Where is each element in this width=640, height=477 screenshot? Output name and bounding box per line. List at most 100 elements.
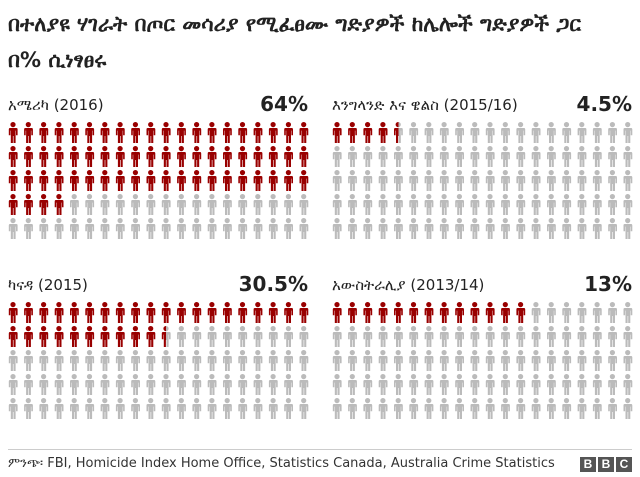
person-icon (253, 350, 263, 371)
person-icon-highlighted (378, 122, 388, 143)
person-icon (192, 326, 202, 347)
person-icon (623, 374, 633, 395)
person-icon-highlighted (54, 194, 64, 215)
person-icon (177, 326, 186, 347)
person-icon (131, 350, 140, 371)
person-icon (470, 350, 480, 371)
person-icon (284, 326, 293, 347)
person-icon (577, 218, 587, 239)
person-icon (100, 218, 110, 239)
person-icon (253, 194, 263, 215)
person-icon (207, 194, 217, 215)
pictogram-svg (8, 122, 309, 239)
person-icon (161, 374, 171, 395)
person-icon-highlighted (177, 170, 186, 191)
person-icon-highlighted (8, 326, 18, 347)
person-icon (516, 398, 526, 419)
pictogram-svg (8, 302, 309, 419)
person-icon-highlighted (8, 170, 18, 191)
person-icon (531, 398, 541, 419)
person-icon (577, 194, 587, 215)
person-icon-highlighted (192, 146, 202, 167)
person-icon (394, 194, 403, 215)
person-icon-highlighted (394, 122, 403, 143)
person-icon (39, 398, 49, 419)
person-icon (253, 218, 263, 239)
person-icon (455, 398, 464, 419)
person-icon-highlighted (299, 302, 309, 323)
logo-letter: B (580, 457, 596, 472)
person-icon (378, 374, 388, 395)
person-icon (100, 374, 110, 395)
person-icon (85, 374, 95, 395)
person-icon (516, 374, 526, 395)
person-icon (577, 398, 587, 419)
person-icon-highlighted (363, 122, 373, 143)
person-icon (455, 146, 464, 167)
person-icon (161, 398, 171, 419)
person-icon (516, 122, 526, 143)
person-icon-highlighted (85, 122, 95, 143)
person-icon (332, 374, 342, 395)
person-icon (177, 194, 186, 215)
person-icon (299, 326, 309, 347)
panel-label: ካናዳ (2015) (8, 276, 88, 294)
person-icon (238, 398, 248, 419)
person-icon (531, 194, 541, 215)
person-icon-highlighted (39, 194, 49, 215)
person-icon (562, 194, 572, 215)
person-icon (332, 194, 342, 215)
person-icon (378, 326, 388, 347)
person-icon-highlighted (24, 326, 33, 347)
person-icon (8, 350, 18, 371)
person-icon-highlighted (39, 170, 49, 191)
chart-title: በተለያዩ ሃገራት በጦር መሳሪያ የሚፈፀሙ ግድያዎች ከሌሎች ግድያ… (8, 12, 581, 72)
person-icon (470, 218, 480, 239)
person-icon (207, 326, 217, 347)
panel-percent: 64% (260, 92, 308, 116)
person-icon (70, 374, 79, 395)
person-icon (299, 194, 309, 215)
person-icon (608, 326, 617, 347)
person-icon (485, 218, 495, 239)
person-icon-highlighted (516, 302, 526, 323)
person-icon (39, 374, 49, 395)
person-icon (238, 218, 248, 239)
person-icon (131, 398, 140, 419)
person-icon (378, 398, 388, 419)
person-icon (577, 374, 587, 395)
person-icon (501, 218, 510, 239)
person-icon (207, 398, 217, 419)
person-icon-highlighted (146, 146, 156, 167)
person-icon (455, 170, 464, 191)
person-icon (146, 398, 156, 419)
person-icon (409, 326, 419, 347)
person-icon-highlighted (161, 170, 171, 191)
person-icon (531, 170, 541, 191)
person-icon (348, 194, 357, 215)
pictogram-svg (332, 122, 633, 239)
person-icon (592, 170, 602, 191)
person-icon-highlighted (207, 170, 217, 191)
person-icon (608, 302, 617, 323)
person-icon (547, 122, 556, 143)
person-icon (516, 194, 526, 215)
source-text: ምንጭ፡ FBI, Homicide Index Home Office, St… (8, 456, 555, 471)
person-icon-highlighted (24, 146, 33, 167)
person-icon (439, 146, 449, 167)
person-icon (192, 350, 202, 371)
person-icon (501, 350, 510, 371)
person-icon (577, 170, 587, 191)
person-icon-highlighted (131, 170, 140, 191)
person-icon (470, 398, 480, 419)
person-icon (562, 218, 572, 239)
person-icon-highlighted (192, 170, 202, 191)
person-icon-highlighted (100, 170, 110, 191)
person-icon (115, 374, 125, 395)
person-icon (623, 398, 633, 419)
person-icon-highlighted (100, 146, 110, 167)
person-icon (547, 374, 556, 395)
person-icon (562, 350, 572, 371)
person-icon (177, 218, 186, 239)
person-icon (54, 350, 64, 371)
